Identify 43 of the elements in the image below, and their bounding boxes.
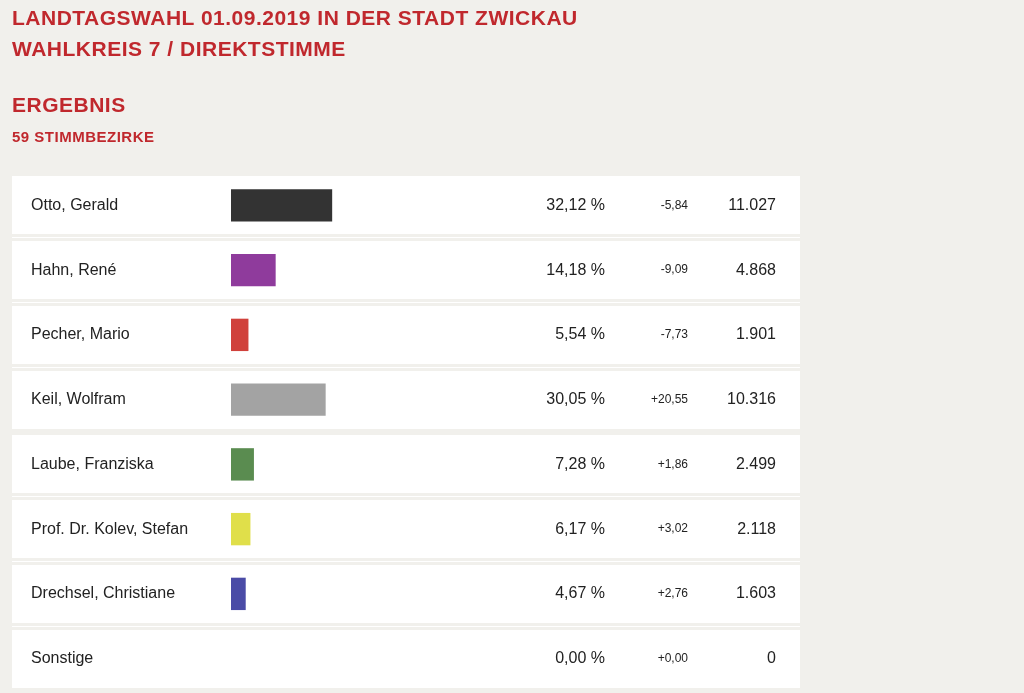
text: 11.027 [728,195,777,213]
y-tick-label: Sonstige [31,649,94,667]
data-label: 5,54 % [555,325,605,343]
y-tick-label: Pecher, Mario [31,325,130,343]
y-tick-label: Keil, Wolfram [31,390,126,408]
y-tick-label: Hahn, René [31,260,117,278]
y-tick-label: Laube, Franziska [31,454,154,472]
data-label: 7,28 % [555,454,605,472]
text: +3,02 [657,521,689,536]
text: +0,00 [657,650,689,665]
bar [231,512,251,546]
bar [231,318,249,352]
data-label: 32,12 % [546,195,605,213]
text: 2.118 [737,519,777,537]
text: ERGEBNIS [12,92,127,118]
text: 10.316 [727,390,777,408]
text: -9,09 [660,262,689,277]
bar [231,189,333,222]
text: 1.901 [735,325,777,343]
y-tick-label: Otto, Gerald [31,195,119,213]
text: +1,86 [657,456,689,471]
bar [231,383,326,416]
text: +20,55 [650,391,689,406]
text: 59 STIMMBEZIRKE [12,127,155,147]
chart-title: LANDTAGSWAHL 01.09.2019 IN DER STADT ZWICKAU [12,5,578,31]
data-label: 6,17 % [555,519,605,537]
text: 2.499 [735,454,777,472]
data-label: 0,00 % [555,649,605,667]
text: 0 [767,649,777,667]
data-label: 30,05 % [546,390,605,408]
text: -7,73 [660,327,689,342]
bar [231,577,246,611]
bar [231,253,276,287]
text: +2,76 [657,586,689,601]
text: 1.603 [735,584,777,602]
bar [231,448,254,481]
text: 4.868 [735,260,777,278]
data-label: 4,67 % [555,584,605,602]
y-tick-label: Prof. Dr. Kolev, Stefan [31,519,189,537]
text: -5,84 [660,197,689,212]
data-label: 14,18 % [546,260,605,278]
y-tick-label: Drechsel, Christiane [31,584,176,602]
chart-subtitle: WAHLKREIS 7 / DIREKTSTIMME [12,36,347,62]
